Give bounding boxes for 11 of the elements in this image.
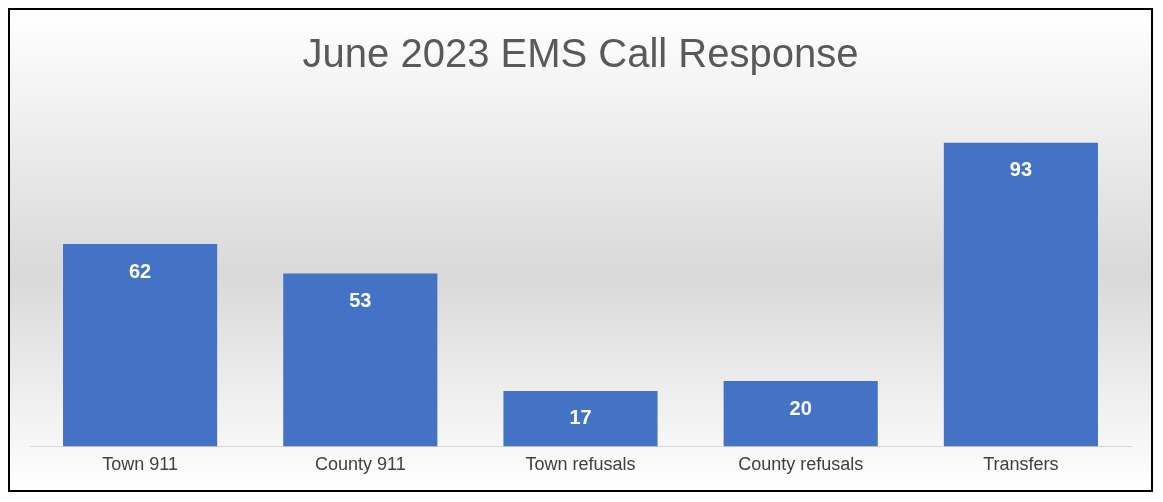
chart-title: June 2023 EMS Call Response — [302, 31, 859, 76]
x-tick-label: Town 911 — [102, 454, 178, 475]
x-tick-label: Transfers — [983, 454, 1059, 475]
data-label: 62 — [128, 259, 152, 282]
data-label: 93 — [1009, 158, 1033, 181]
x-tick-label: Town refusals — [525, 454, 636, 475]
x-tick-label: County refusals — [738, 454, 864, 475]
x-tick-label: County 911 — [314, 454, 406, 475]
data-label: 20 — [789, 396, 812, 419]
data-label: 17 — [569, 406, 592, 429]
data-label: 53 — [349, 288, 372, 311]
